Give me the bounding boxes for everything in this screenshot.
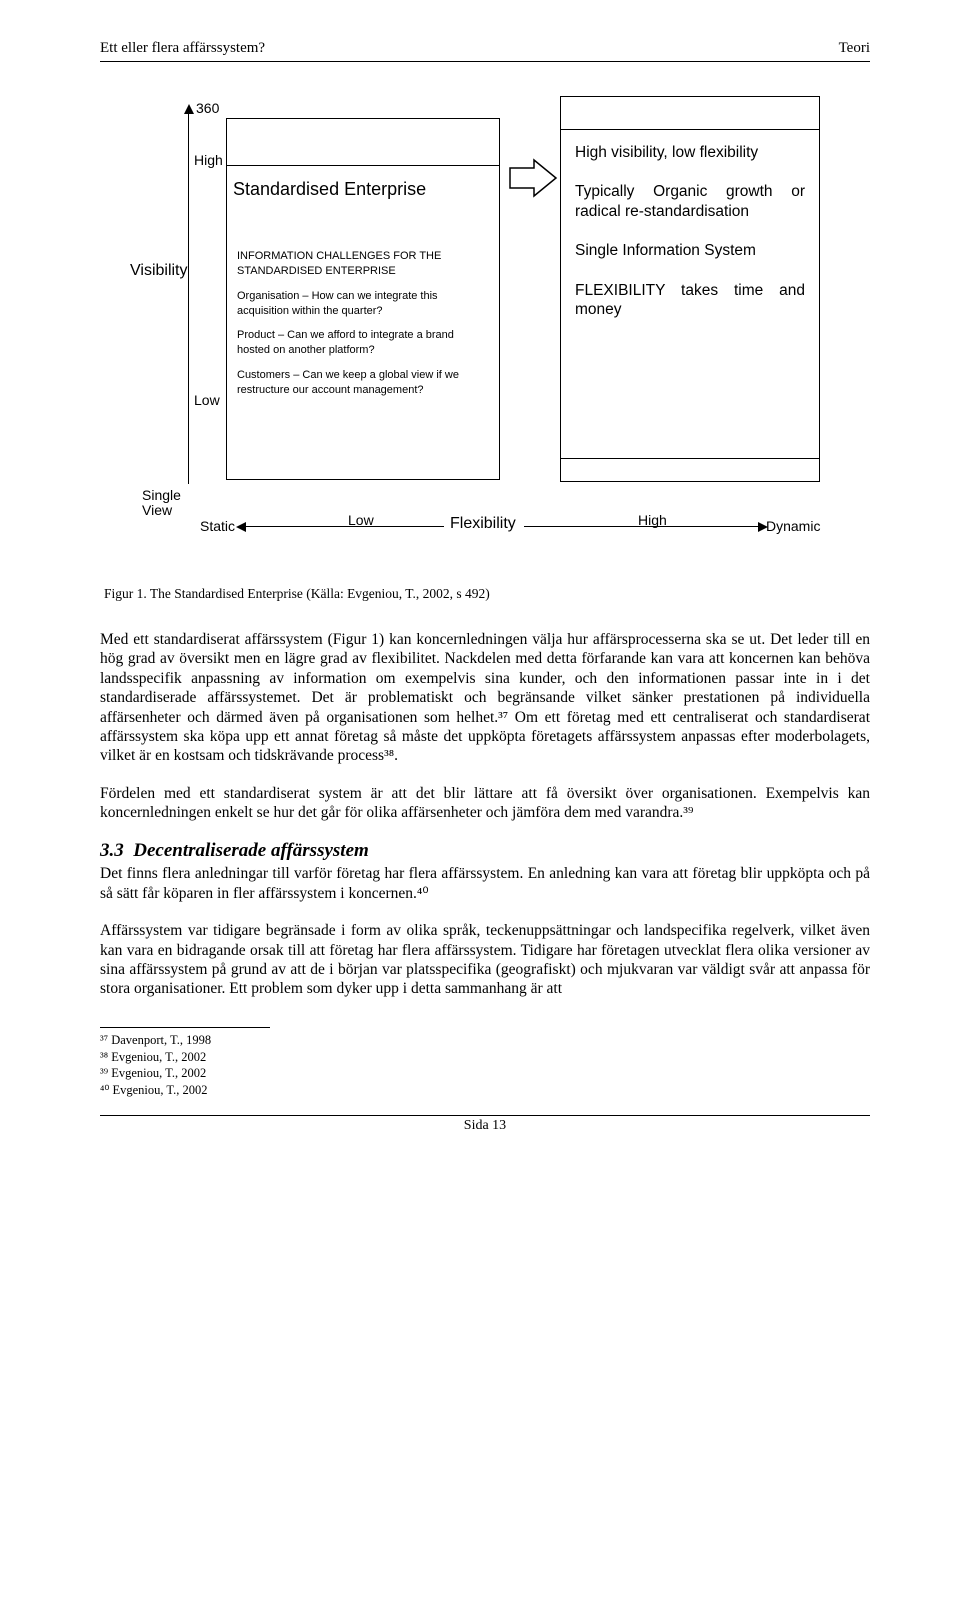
high-visibility-box: High visibility, low flexibility Typical…: [560, 96, 820, 482]
header-rule: [100, 61, 870, 62]
y-axis-title: Visibility: [130, 262, 188, 280]
right-box-p3: Single Information System: [575, 241, 805, 260]
footnotes-block: ³⁷ Davenport, T., 1998 ³⁸ Evgeniou, T., …: [100, 1032, 870, 1100]
x-axis-arrow-left: [244, 526, 444, 527]
footnote-38: ³⁸ Evgeniou, T., 2002: [100, 1049, 870, 1066]
figure-caption: Figur 1. The Standardised Enterprise (Kä…: [104, 586, 870, 602]
x-axis-title: Flexibility: [450, 515, 516, 533]
right-box-p1: High visibility, low flexibility: [575, 143, 805, 162]
right-box-p2: Typically Organic growth or radical re-s…: [575, 182, 805, 221]
left-box-line-3: Customers – Can we keep a global view if…: [237, 368, 489, 398]
figure-1: 360 High Visibility Low Standardised Ent…: [130, 92, 870, 562]
arrow-icon: [508, 158, 558, 198]
running-head-right: Teori: [839, 40, 870, 57]
x-axis-dynamic-label: Dynamic: [766, 518, 820, 534]
footnote-37: ³⁷ Davenport, T., 1998: [100, 1032, 870, 1049]
running-head-left: Ett eller flera affärssystem?: [100, 40, 265, 57]
section-heading-3-3: 3.3 Decentraliserade affärssystem: [100, 840, 870, 862]
footer-rule: [100, 1115, 870, 1116]
y-axis-high-label: High: [194, 152, 223, 168]
page-number: Sida 13: [100, 1118, 870, 1134]
footnote-40: ⁴⁰ Evgeniou, T., 2002: [100, 1082, 870, 1099]
x-axis-high-label: High: [638, 512, 667, 528]
left-box-subhead: INFORMATION CHALLENGES FOR THE STANDARDI…: [237, 249, 489, 279]
y-axis-arrow: [188, 112, 189, 484]
left-box-line-1: Organisation – How can we integrate this…: [237, 289, 489, 319]
left-box-title: Standardised Enterprise: [233, 179, 493, 200]
y-axis-top-label: 360: [196, 100, 219, 116]
footnote-rule: [100, 1027, 270, 1028]
body-paragraph-4: Affärssystem var tidigare begränsade i f…: [100, 921, 870, 999]
right-box-p4: FLEXIBILITY takes time and money: [575, 281, 805, 320]
single-view-label: Single View: [142, 488, 181, 519]
footnote-39: ³⁹ Evgeniou, T., 2002: [100, 1065, 870, 1082]
left-box-line-2: Product – Can we afford to integrate a b…: [237, 328, 489, 358]
body-paragraph-3: Det finns flera anledningar till varför …: [100, 864, 870, 903]
x-axis-low-label: Low: [348, 512, 374, 528]
y-axis-low-label: Low: [194, 392, 220, 408]
standardised-enterprise-box: Standardised Enterprise INFORMATION CHAL…: [226, 118, 500, 480]
body-paragraph-1: Med ett standardiserat affärssystem (Fig…: [100, 630, 870, 766]
x-axis-static-label: Static: [200, 518, 235, 534]
body-paragraph-2: Fördelen med ett standardiserat system ä…: [100, 784, 870, 823]
